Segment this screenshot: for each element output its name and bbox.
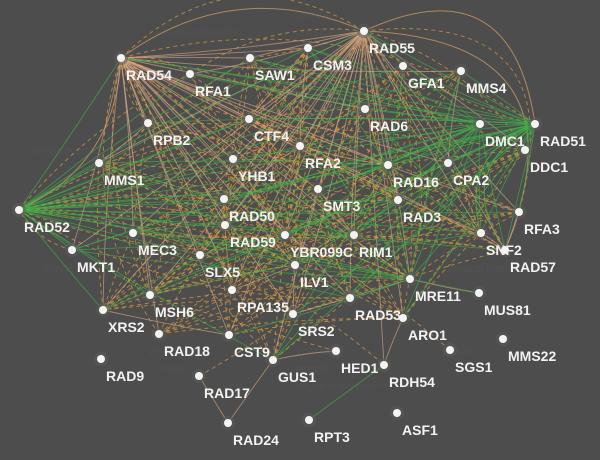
svg-text:yeastNet: yeastNet [0, 345, 43, 357]
svg-text:genetic: genetic [0, 363, 36, 375]
svg-text:physical interaction: physical interaction [592, 27, 600, 39]
svg-text:physical interaction: physical interaction [592, 381, 600, 393]
svg-text:yeastNet: yeastNet [592, 345, 600, 357]
svg-text:genetic: genetic [592, 9, 600, 21]
svg-text:genetic: genetic [0, 9, 36, 21]
svg-text:yeastNet: yeastNet [0, 0, 43, 3]
svg-text:physical interaction: physical interaction [444, 381, 538, 393]
svg-text:genetic: genetic [148, 363, 184, 375]
svg-text:physical interaction: physical interaction [0, 27, 94, 39]
svg-text:genetic: genetic [148, 9, 184, 21]
svg-text:yeastNet: yeastNet [0, 109, 43, 121]
svg-text:genetic: genetic [296, 9, 332, 21]
svg-text:genetic: genetic [592, 127, 600, 139]
svg-text:yeastNet: yeastNet [148, 0, 191, 3]
svg-text:physical interaction: physical interaction [592, 145, 600, 157]
svg-text:physical interaction: physical interaction [592, 263, 600, 275]
svg-text:yeastNet: yeastNet [592, 109, 600, 121]
svg-text:physical interaction: physical interaction [0, 145, 94, 157]
svg-text:genetic: genetic [0, 245, 36, 257]
svg-text:yeastNet: yeastNet [592, 0, 600, 3]
svg-text:genetic: genetic [592, 245, 600, 257]
svg-text:yeastNet: yeastNet [592, 227, 600, 239]
svg-text:yeastNet: yeastNet [444, 0, 487, 3]
svg-text:physical interaction: physical interaction [0, 381, 94, 393]
svg-text:yeastNet: yeastNet [296, 0, 339, 3]
svg-text:genetic: genetic [592, 363, 600, 375]
svg-text:genetic: genetic [0, 127, 36, 139]
svg-text:physical interaction: physical interaction [444, 27, 538, 39]
svg-text:genetic: genetic [444, 9, 480, 21]
